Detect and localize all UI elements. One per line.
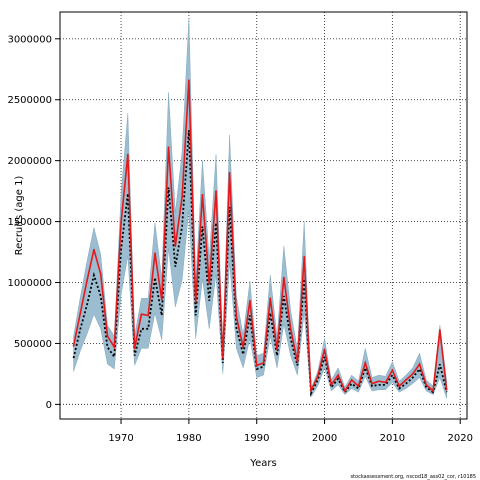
data-point: [398, 385, 401, 387]
data-point: [201, 193, 204, 196]
data-point: [337, 374, 340, 377]
data-point: [228, 171, 231, 174]
data-point: [113, 346, 116, 349]
y-tick-label: 0: [46, 400, 52, 411]
estimate-line: [72, 80, 448, 393]
data-point: [249, 299, 251, 302]
data-point: [154, 252, 156, 255]
data-point: [187, 79, 190, 82]
data-point: [181, 196, 184, 199]
data-point: [411, 373, 414, 375]
data-point: [235, 315, 238, 318]
data-points: [72, 79, 448, 392]
data-point: [391, 369, 394, 372]
y-axis: 0 500000 1000000 1500000 2000000 2500000 30000…: [7, 34, 60, 411]
data-point: [377, 380, 380, 383]
y-tick-label: 1000000: [7, 278, 52, 289]
y-tick-label: 3000000: [7, 34, 52, 45]
x-tick-label: 1990: [244, 433, 269, 444]
data-point: [438, 329, 441, 331]
data-point: [140, 313, 143, 316]
x-tick-label: 2010: [380, 433, 405, 444]
data-point: [255, 364, 258, 367]
data-point: [405, 379, 407, 381]
y-tick-label: 500000: [14, 339, 52, 350]
data-point: [350, 379, 353, 381]
data-point: [106, 335, 109, 338]
data-point: [208, 282, 211, 285]
data-point: [323, 348, 326, 351]
data-point: [167, 146, 170, 149]
data-point: [120, 221, 122, 224]
x-tick-label: 2000: [312, 433, 337, 444]
data-point: [262, 362, 265, 364]
data-point: [221, 357, 224, 359]
data-point: [93, 248, 95, 251]
data-point: [384, 381, 387, 384]
data-point: [425, 383, 428, 386]
point-estimate-line: [72, 130, 448, 397]
data-point: [316, 375, 319, 378]
data-point: [364, 362, 367, 364]
data-point: [371, 382, 373, 385]
x-tick-label: 1980: [176, 433, 201, 444]
data-point: [79, 312, 82, 314]
data-point: [174, 245, 177, 247]
x-tick-label: 1970: [108, 433, 133, 444]
data-point: [445, 388, 448, 391]
data-point: [282, 276, 285, 279]
data-point: [276, 348, 278, 351]
y-tick-label: 1500000: [7, 217, 52, 228]
data-point: [344, 390, 346, 392]
data-point: [86, 279, 89, 281]
y-tick-label: 2000000: [7, 156, 52, 167]
footer-note: stockassessment.org, nscod18_ass02_cor, …: [350, 474, 476, 480]
data-point: [99, 273, 102, 275]
data-point: [269, 297, 272, 300]
data-point: [147, 314, 150, 317]
data-point: [194, 301, 197, 303]
data-point: [133, 347, 136, 350]
data-point: [242, 346, 245, 349]
data-point: [160, 298, 163, 301]
data-point: [310, 390, 312, 392]
data-point: [357, 385, 360, 387]
x-tick-label: 2020: [447, 433, 472, 444]
x-axis-label: Years: [249, 458, 276, 469]
data-point: [330, 383, 333, 386]
data-point: [289, 327, 292, 330]
confidence-band: [73, 18, 447, 399]
data-point: [215, 190, 217, 193]
y-tick-label: 2500000: [7, 95, 52, 106]
data-point: [418, 363, 421, 366]
data-point: [296, 360, 299, 363]
x-axis: 1970 1980 1990 2000 2010 2020: [108, 419, 473, 444]
data-point: [126, 153, 129, 156]
y-axis-label: Recruits (age 1): [14, 176, 25, 256]
plot-frame: [59, 11, 468, 420]
data-point: [432, 390, 434, 392]
data-point: [72, 344, 75, 347]
data-point: [303, 256, 306, 258]
